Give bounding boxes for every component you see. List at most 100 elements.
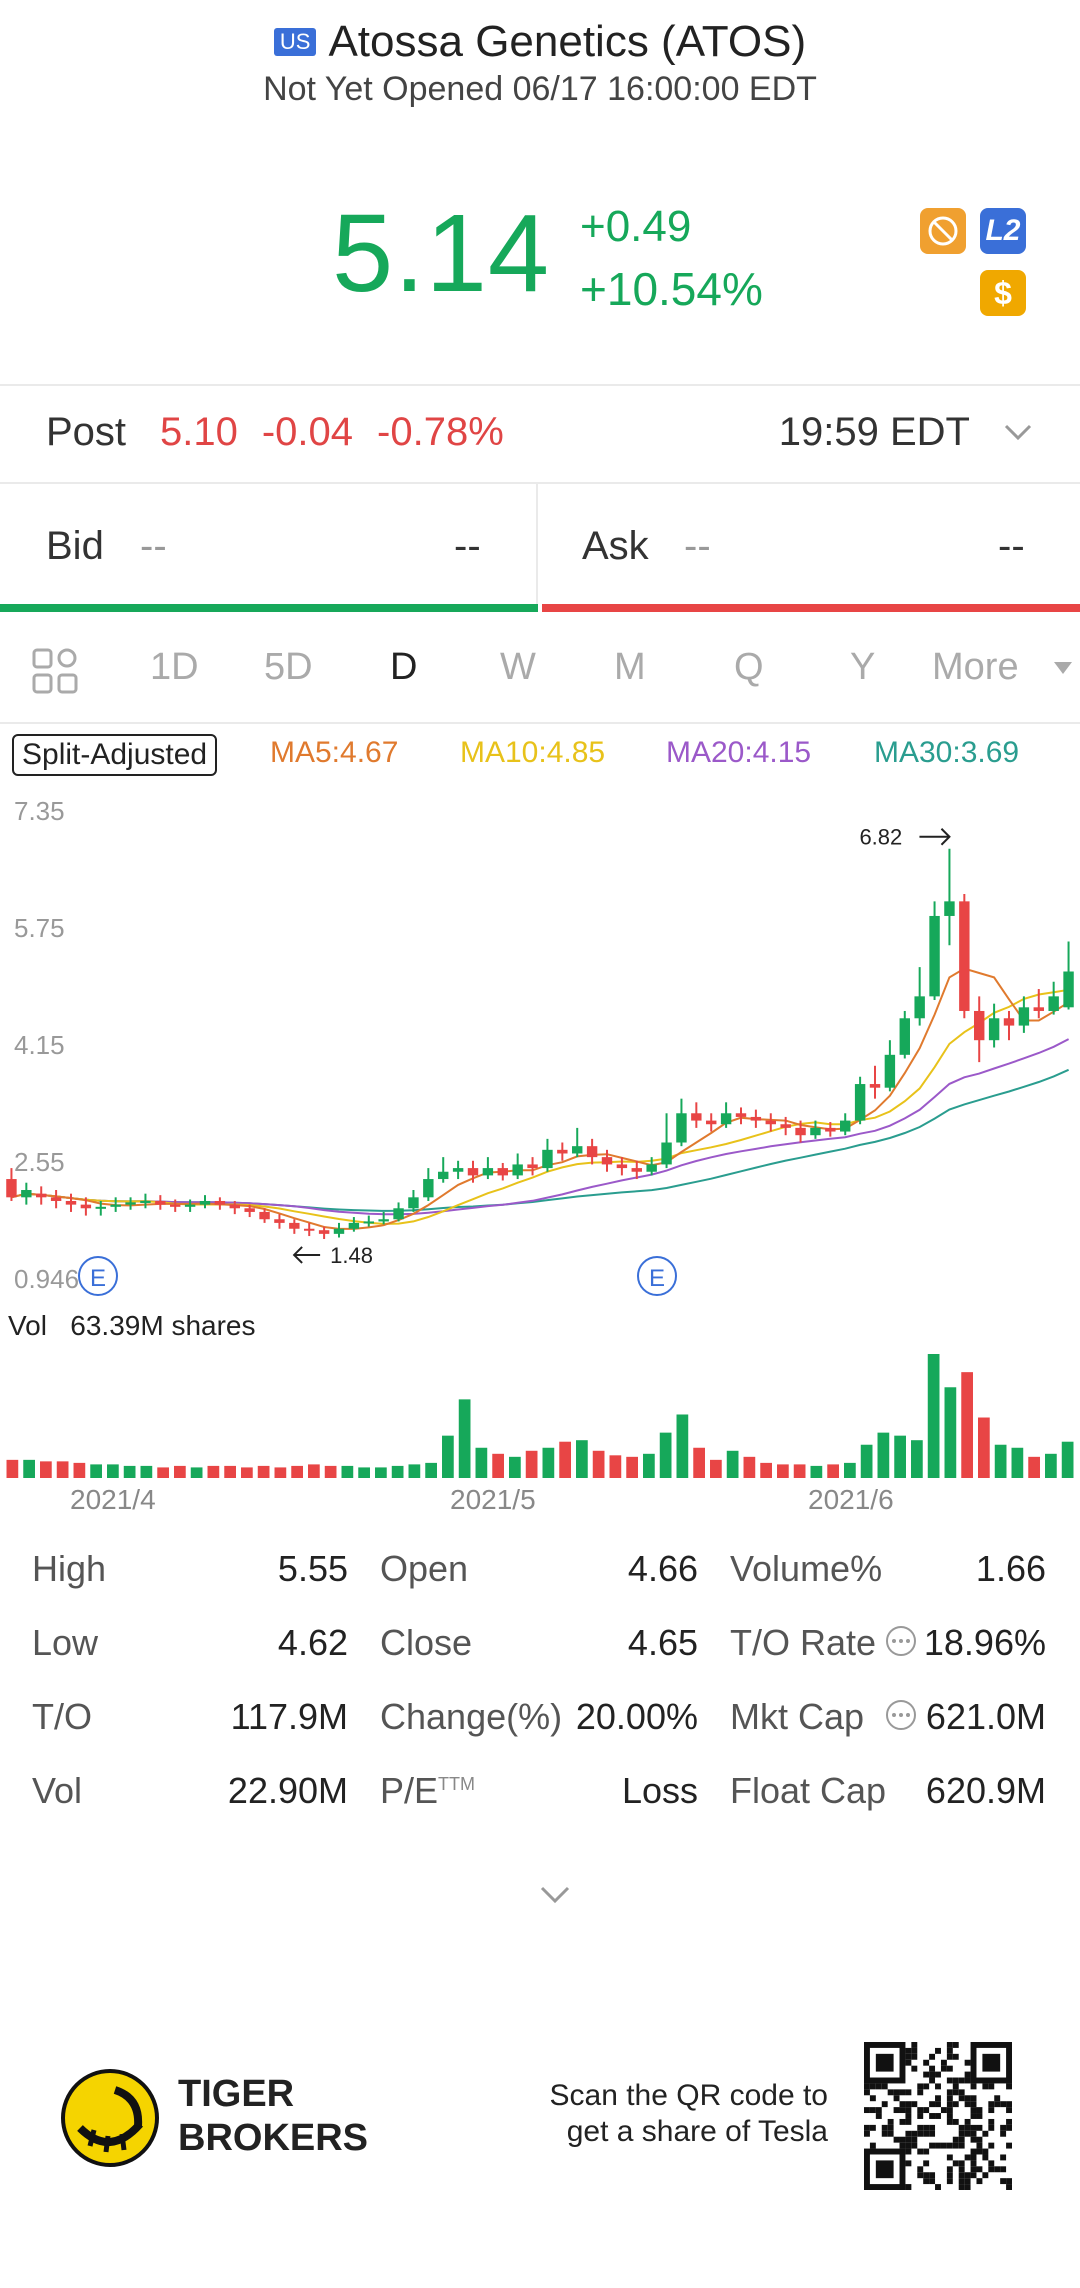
tab-month[interactable]: M [614, 646, 646, 688]
qr-module [923, 2160, 930, 2167]
post-market-row[interactable]: Post 5.10 -0.04 -0.78% 19:59 EDT [0, 386, 1080, 482]
stat-close-label: Close [380, 1622, 473, 1663]
stat-change-pct-value: 20.00% [575, 1696, 698, 1737]
qr-module [887, 2118, 894, 2125]
candle [348, 1217, 360, 1232]
tab-quarter[interactable]: Q [734, 646, 764, 688]
expand-chevron-icon[interactable] [538, 1884, 572, 1906]
qr-module [911, 2047, 918, 2054]
stat-high-value: 5.55 [277, 1548, 348, 1589]
tab-week[interactable]: W [500, 646, 536, 688]
candle-body [1033, 1007, 1044, 1011]
qr-module [929, 2142, 936, 2149]
price-chart[interactable]: 7.35 5.75 4.15 2.55 0.946 6.82 1.48 E E [0, 790, 1080, 1310]
qr-module [905, 2089, 912, 2096]
dollar-icon[interactable]: $ [980, 270, 1026, 316]
chevron-down-icon[interactable] [1000, 420, 1036, 444]
qr-module [958, 2166, 965, 2173]
qr-module [964, 2095, 971, 2102]
post-values: 5.10 -0.04 -0.78% [160, 410, 528, 455]
qr-finder [875, 2160, 894, 2179]
no-trade-icon[interactable] [920, 208, 966, 254]
qr-module [893, 2136, 900, 2143]
qr-module [864, 2083, 870, 2090]
qr-module [917, 2166, 924, 2173]
level2-icon[interactable]: L2 [980, 208, 1026, 254]
qr-module [958, 2136, 965, 2143]
candle [780, 1116, 791, 1136]
last-price: 5.14 [332, 192, 551, 315]
more-info-icon[interactable] [884, 1698, 918, 1732]
qr-module [935, 2095, 941, 2102]
post-change-percent: -0.78% [377, 410, 504, 454]
tab-1d[interactable]: 1D [150, 646, 199, 688]
qr-module [946, 2142, 953, 2149]
qr-module [964, 2154, 971, 2161]
candle [542, 1138, 553, 1172]
split-adjusted-button[interactable]: Split-Adjusted [12, 734, 218, 776]
volume-bar [810, 1465, 823, 1478]
qr-module [923, 2107, 930, 2114]
candle [452, 1160, 464, 1180]
qr-module [905, 2184, 912, 2190]
qr-module [881, 2130, 888, 2137]
tiger-brokers-logo-icon [61, 2069, 159, 2167]
volume-bar [927, 1354, 940, 1478]
stat-pe-ttm: TTM [438, 1774, 476, 1794]
candle [318, 1226, 330, 1239]
candle [155, 1195, 166, 1210]
qr-module [964, 2178, 971, 2185]
volume-bar [509, 1456, 521, 1478]
qr-module [964, 2118, 971, 2125]
more-info-icon[interactable] [884, 1624, 918, 1658]
qr-module [905, 2130, 912, 2137]
low-arrow-head [292, 1246, 303, 1264]
qr-module [952, 2160, 959, 2167]
qr-module [1006, 2101, 1012, 2108]
qr-module [929, 2071, 936, 2078]
caret-down-icon[interactable] [1052, 660, 1074, 676]
tab-year[interactable]: Y [850, 646, 876, 688]
tab-more[interactable]: More [932, 646, 1019, 688]
qr-module [869, 2083, 876, 2090]
stat-turnover-value: 117.9M [230, 1696, 348, 1737]
candle [661, 1113, 672, 1169]
volume-bar [90, 1464, 102, 1478]
candle [95, 1200, 106, 1216]
qr-module [970, 2166, 977, 2173]
volume-bar [408, 1464, 421, 1478]
dollar-label: $ [994, 275, 1012, 311]
candle-body [884, 1054, 896, 1088]
volume-bar [207, 1465, 220, 1478]
candle-body [184, 1204, 196, 1207]
qr-module [1000, 2178, 1007, 2185]
qr-module [905, 2107, 912, 2114]
volume-chart[interactable] [0, 1350, 1080, 1480]
candle [974, 996, 985, 1063]
layout-grid-icon[interactable] [30, 646, 80, 696]
candle [21, 1182, 32, 1205]
candle-body [199, 1200, 211, 1205]
qr-code-icon[interactable] [864, 2042, 1012, 2190]
candle [125, 1197, 136, 1210]
volume-bar [123, 1465, 136, 1478]
volume-bar [542, 1447, 555, 1478]
qr-module [923, 2148, 930, 2155]
earnings-marker-label: E [90, 1265, 106, 1292]
qr-module [875, 2113, 882, 2119]
qr-module [1006, 2184, 1012, 2190]
tab-day[interactable]: D [390, 646, 418, 688]
candle [80, 1197, 92, 1216]
stat-pe-text: P/E [380, 1770, 439, 1811]
candle-body [512, 1164, 523, 1176]
qr-module [970, 2148, 977, 2155]
qr-module [893, 2089, 900, 2096]
candle-body [140, 1200, 151, 1203]
tab-5d[interactable]: 5D [264, 646, 313, 688]
candle-body [452, 1168, 464, 1172]
period-tabs: 1D 5D D W M Q Y More [0, 640, 1080, 700]
qr-module [952, 2077, 959, 2084]
qr-module [988, 2107, 995, 2114]
qr-module [917, 2083, 924, 2090]
candle-body [1048, 996, 1059, 1011]
